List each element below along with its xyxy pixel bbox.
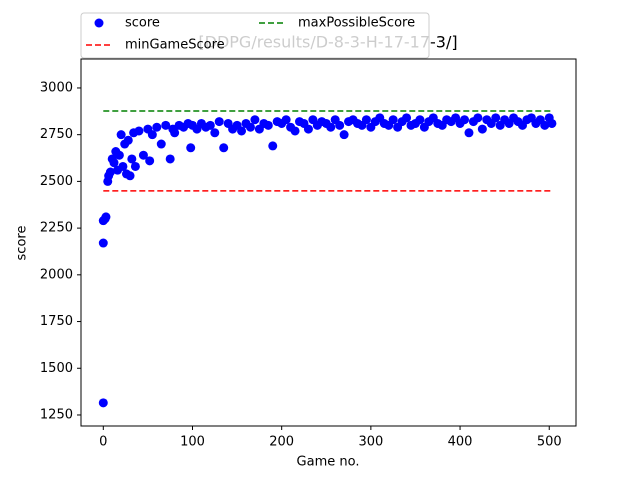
y-tick-label: 2500 [40, 174, 73, 189]
point [170, 128, 180, 138]
point [339, 130, 349, 140]
point [237, 126, 247, 136]
y-tick-label: 2750 [40, 127, 73, 142]
point [165, 154, 175, 164]
y-tick-label: 1250 [40, 407, 73, 422]
x-tick-label: 500 [537, 435, 562, 450]
point [130, 161, 140, 171]
point [250, 115, 260, 125]
point [361, 115, 371, 125]
point [147, 130, 157, 140]
point [205, 120, 215, 130]
y-tick-label: 1500 [40, 361, 73, 376]
point [156, 139, 166, 149]
point [105, 167, 115, 177]
point [335, 120, 345, 130]
point [123, 135, 133, 145]
legend-label: maxPossibleScore [298, 16, 415, 31]
point [98, 398, 108, 408]
point [186, 143, 196, 153]
legend-label: score [125, 16, 160, 31]
point [263, 120, 273, 130]
point [268, 141, 278, 151]
point [118, 161, 128, 171]
point [152, 122, 162, 132]
point [415, 115, 425, 125]
point [116, 130, 126, 140]
point [491, 113, 501, 123]
point [138, 150, 148, 160]
point [402, 113, 412, 123]
x-tick-label: 300 [358, 435, 383, 450]
point [145, 156, 155, 166]
point [98, 238, 108, 248]
point [245, 122, 255, 132]
point [219, 143, 229, 153]
point [210, 128, 220, 138]
point [540, 120, 550, 130]
point [477, 124, 487, 134]
x-axis-label: Game no. [297, 455, 360, 470]
x-tick-label: 400 [448, 435, 473, 450]
point [460, 115, 470, 125]
point [464, 128, 474, 138]
point [125, 171, 135, 181]
point [303, 124, 313, 134]
x-tick-label: 0 [99, 435, 107, 450]
legend-marker [94, 18, 104, 28]
point [290, 126, 300, 136]
point [109, 158, 119, 168]
y-tick-label: 1750 [40, 314, 73, 329]
y-axis-label: score [15, 226, 30, 261]
point [214, 117, 224, 127]
y-tick-label: 3000 [40, 80, 73, 95]
point [473, 113, 483, 123]
point [101, 212, 111, 222]
legend-label: minGameScore [125, 38, 225, 53]
point [127, 154, 137, 164]
plot-frame [80, 58, 577, 427]
x-tick-label: 200 [269, 435, 294, 450]
point [161, 120, 171, 130]
x-tick-label: 100 [180, 435, 205, 450]
y-tick-label: 2250 [40, 221, 73, 236]
point [326, 122, 336, 132]
y-tick-label: 2000 [40, 267, 73, 282]
legend-box [80, 12, 430, 59]
point [114, 150, 124, 160]
point [388, 115, 398, 125]
point [547, 118, 557, 128]
point [281, 115, 291, 125]
point [134, 126, 144, 136]
